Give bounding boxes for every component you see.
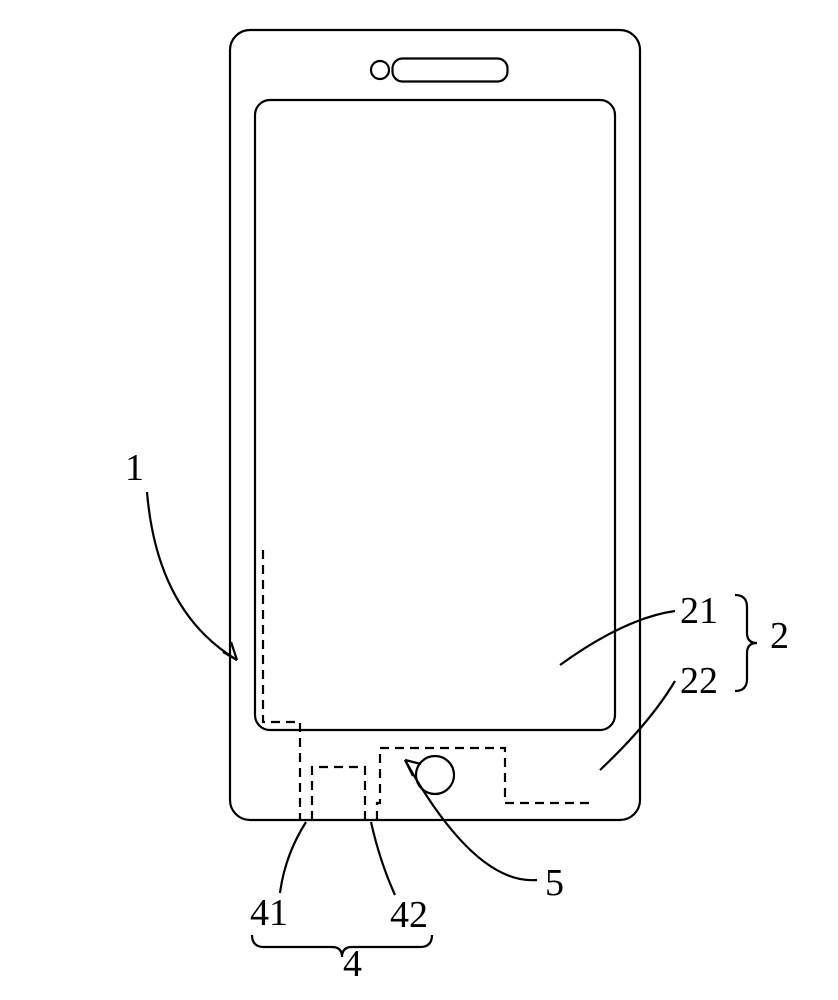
- display-screen: [255, 100, 615, 730]
- callout-1: 1: [125, 447, 237, 660]
- label-1-text: 1: [125, 447, 144, 489]
- callout-5: 5: [405, 760, 564, 904]
- phone-body: [230, 30, 640, 820]
- hidden-flex-path: [263, 550, 593, 820]
- label-41-text: 41: [250, 892, 288, 934]
- label-2-text: 2: [770, 615, 789, 657]
- callout-4-group: 41 42 4: [250, 822, 432, 985]
- label-22-text: 22: [680, 660, 718, 702]
- camera-hole: [371, 61, 389, 79]
- label-42-text: 42: [390, 894, 428, 936]
- callout-2-group: 21 22 2: [560, 590, 789, 770]
- label-21-text: 21: [680, 590, 718, 632]
- technical-diagram: 1 21 22 2 41 42 4 5: [0, 0, 838, 1000]
- label-4-text: 4: [343, 943, 362, 985]
- label-5-text: 5: [545, 862, 564, 904]
- speaker-slot: [393, 59, 508, 82]
